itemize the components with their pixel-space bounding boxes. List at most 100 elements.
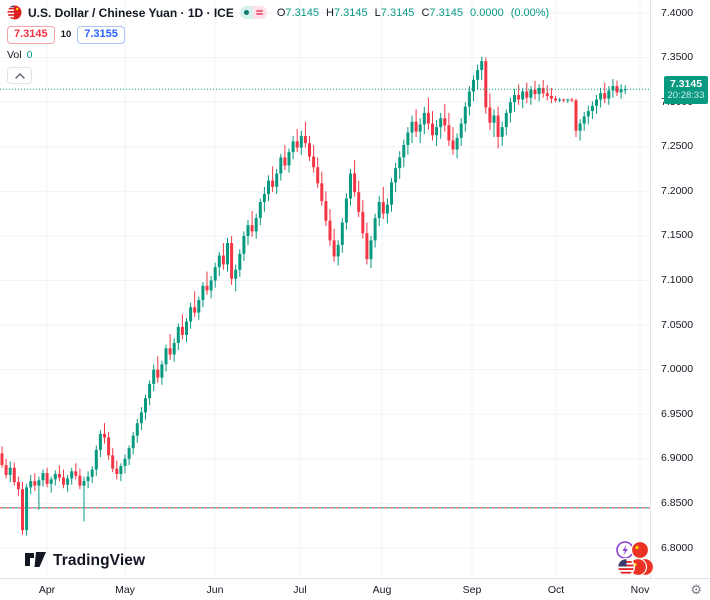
close-value: 7.3145 [429, 6, 464, 19]
time-tick-label: Sep [462, 584, 482, 596]
candle-body [283, 157, 287, 166]
candle-body [447, 125, 451, 141]
candle-body [574, 100, 578, 131]
candle-body [418, 124, 422, 132]
candle-body [221, 255, 225, 265]
candle-body [217, 255, 221, 268]
us-flag-icon [616, 557, 636, 577]
candle-body [57, 473, 61, 478]
candle-body [234, 269, 238, 279]
candle-body [4, 465, 8, 475]
bid-button[interactable]: 7.3145 [7, 25, 55, 44]
price-tick-label: 6.8000 [661, 541, 694, 554]
candle-body [45, 473, 49, 484]
candle-body [123, 458, 127, 466]
candle-body [148, 383, 152, 399]
time-tick-label: Aug [372, 584, 392, 596]
open-value: 7.3145 [285, 6, 320, 19]
candle-body [29, 481, 33, 488]
candle-body [615, 86, 619, 93]
candle-body [349, 173, 352, 199]
candle-body [201, 285, 205, 301]
candle-body [390, 182, 393, 205]
candle-body [144, 398, 147, 413]
ask-button[interactable]: 7.3155 [77, 25, 125, 44]
candle-body [262, 194, 266, 203]
price-tick-label: 7.1500 [661, 229, 694, 242]
last-price-badge[interactable]: 7.3145 20:28:33 [664, 76, 708, 105]
candle-body [410, 121, 414, 133]
time-tick-label: Nov [630, 584, 650, 596]
candle-body [476, 70, 480, 80]
candle-body [53, 473, 57, 480]
candle-body [623, 89, 627, 91]
gear-icon[interactable]: ⚙ [690, 582, 702, 597]
candle-body [394, 168, 398, 183]
candle-body [189, 307, 193, 322]
price-tick-label: 7.0500 [661, 318, 694, 331]
candle-body [570, 99, 574, 101]
price-chart-canvas[interactable] [0, 0, 650, 578]
candle-body [299, 136, 303, 148]
time-tick-label: Jul [293, 584, 307, 596]
tradingview-logo-text: TradingView [53, 551, 146, 569]
time-tick-label: Jun [206, 584, 224, 596]
candle-body [513, 95, 516, 103]
candle-body [287, 152, 291, 166]
candle-body [344, 198, 348, 223]
high-value: 7.3145 [334, 6, 368, 19]
lightning-event-icon [616, 541, 634, 559]
candle-body [361, 211, 365, 234]
chart-legend: U.S. Dollar / Chinese Yuan · 1D · ICE O7… [7, 4, 549, 84]
volume-value: 0 [26, 49, 33, 61]
candle-body [209, 280, 213, 291]
candle-body [431, 123, 434, 136]
chevron-up-icon [14, 72, 25, 79]
candle-body [385, 204, 389, 214]
market-status-icon[interactable] [239, 6, 267, 19]
symbol-title[interactable]: U.S. Dollar / Chinese Yuan · 1D · ICE [28, 5, 234, 20]
candle-body [21, 489, 24, 531]
candle-body [545, 93, 549, 96]
candle-body [160, 364, 164, 378]
candle-body [25, 487, 29, 531]
candle-body [463, 106, 467, 124]
candle-body [484, 61, 488, 108]
price-tick-label: 7.0000 [661, 363, 694, 376]
candle-body [357, 192, 361, 212]
candle-body [131, 435, 135, 449]
candle-body [541, 87, 545, 94]
candle-body [467, 91, 471, 107]
price-tick-label: 6.9500 [661, 407, 694, 420]
candle-body [582, 116, 586, 124]
candle-body [213, 267, 217, 281]
candle-body [328, 220, 332, 241]
candle-body [451, 140, 455, 150]
candle-body [398, 157, 402, 169]
candle-body [62, 477, 65, 485]
candle-body [377, 202, 381, 219]
candle-body [164, 348, 168, 365]
candle-body [459, 123, 463, 138]
candle-body [611, 86, 615, 91]
candle-body [369, 240, 373, 260]
candle-body [33, 481, 37, 486]
collapse-legend-button[interactable] [7, 67, 32, 84]
candle-body [242, 235, 246, 254]
candle-body [562, 99, 566, 101]
candle-body [406, 132, 410, 145]
tradingview-logo[interactable]: TradingView [25, 551, 145, 570]
candle-body [152, 369, 156, 384]
time-axis[interactable]: ⚙ Apr May Jun Jul Aug Sep Oct Nov [0, 578, 710, 600]
cn-flag-icon [630, 540, 650, 560]
candle-body [504, 112, 508, 128]
event-bubbles[interactable] [612, 540, 655, 578]
spread-value: 10 [60, 29, 72, 40]
candle-body [172, 342, 176, 355]
candle-body [185, 321, 188, 335]
candle-body [578, 123, 582, 131]
tradingview-mark-icon [25, 552, 46, 567]
candle-body [12, 467, 16, 483]
candle-body [422, 112, 426, 125]
candle-body [41, 473, 45, 481]
